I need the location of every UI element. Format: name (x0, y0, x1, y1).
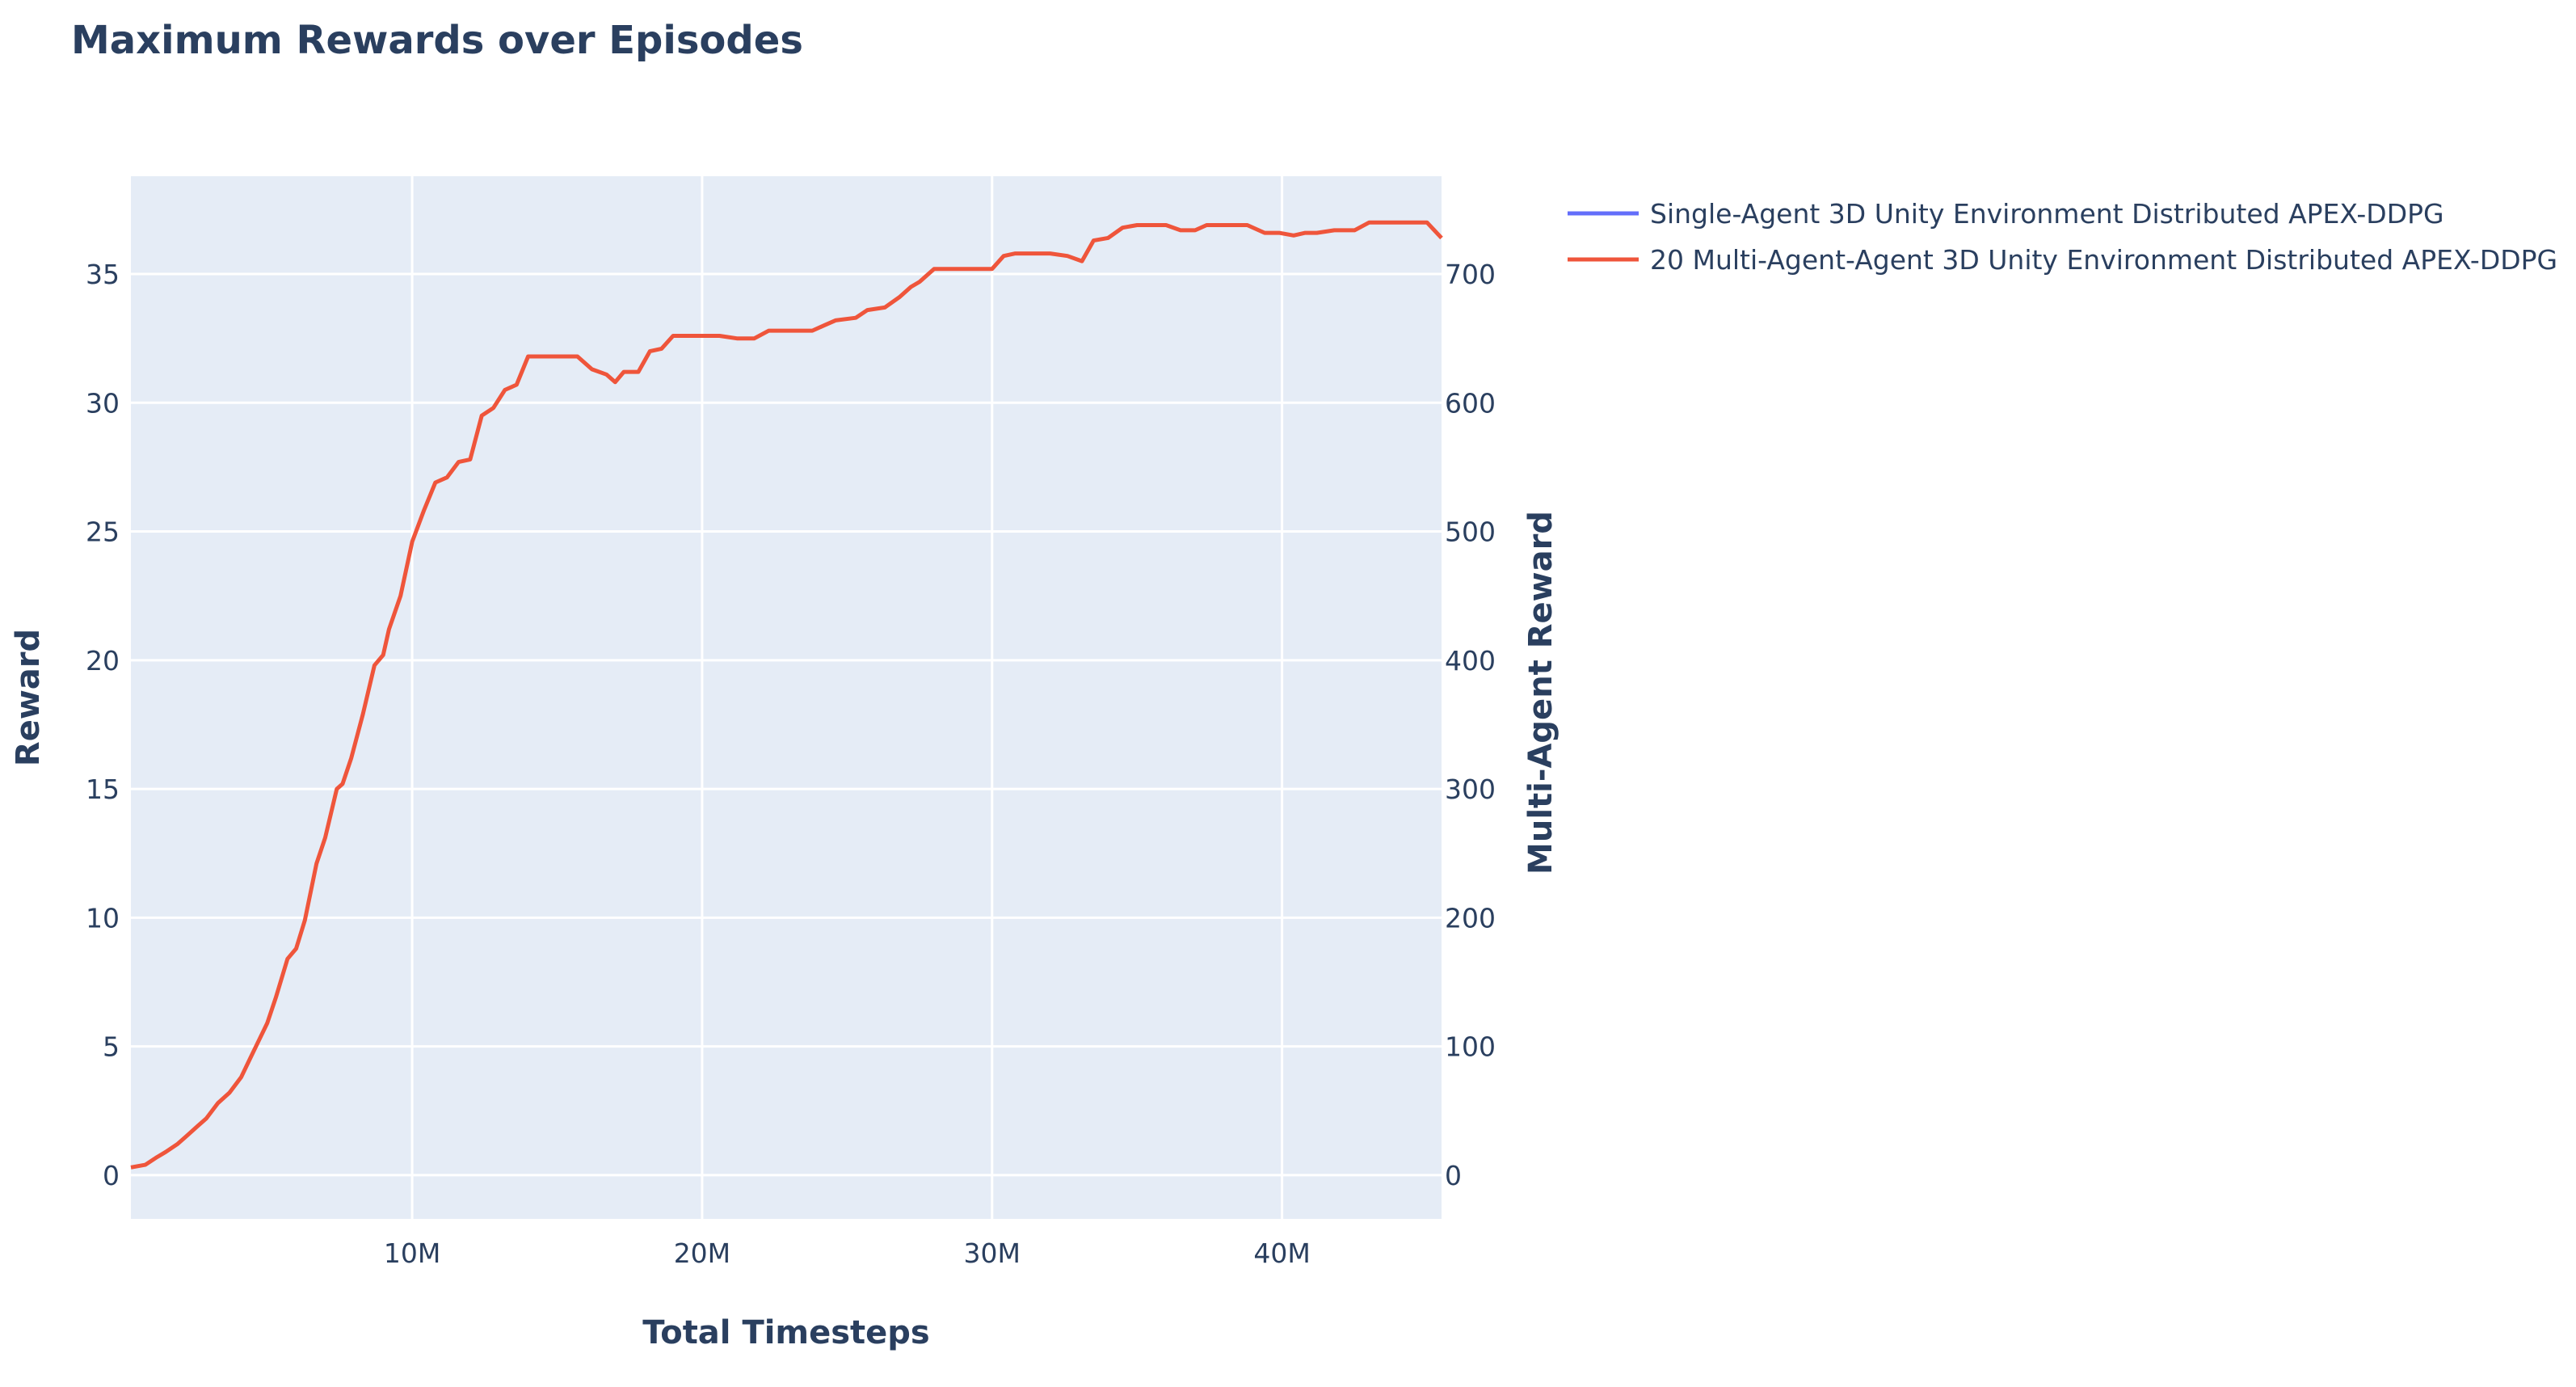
legend-label-1[interactable]: 20 Multi-Agent-Agent 3D Unity Environmen… (1650, 244, 2557, 276)
series-line-1 (130, 220, 1443, 1170)
y2-tick-label: 600 (1445, 387, 1496, 419)
y-tick-label: 0 (103, 1160, 120, 1191)
x-axis-ticks: 10M 20M 30M 40M (384, 1237, 1311, 1269)
series-lines (130, 220, 1443, 1170)
y2-tick-label: 0 (1445, 1160, 1462, 1191)
y-tick-label: 10 (86, 902, 120, 934)
x-tick-label: 30M (964, 1237, 1021, 1269)
y2-axis-title: Multi-Agent Reward (1522, 511, 1559, 875)
plot-area (131, 176, 1442, 1219)
y2-tick-label: 700 (1445, 259, 1496, 290)
x-axis-title: Total Timesteps (642, 1314, 930, 1351)
y-tick-label: 15 (86, 774, 120, 805)
y-axis-title: Reward (10, 629, 47, 766)
y2-tick-label: 400 (1445, 645, 1496, 677)
y-tick-label: 35 (86, 259, 120, 290)
y-tick-label: 20 (86, 645, 120, 677)
legend[interactable]: Single-Agent 3D Unity Environment Distri… (1568, 198, 2557, 276)
legend-label-0[interactable]: Single-Agent 3D Unity Environment Distri… (1650, 198, 2444, 230)
y-axis-ticks: 0 5 10 15 20 25 30 35 (86, 259, 120, 1191)
y-tick-label: 25 (86, 516, 120, 548)
y-tick-label: 5 (103, 1031, 120, 1063)
x-tick-label: 10M (384, 1237, 440, 1269)
y2-axis-ticks: 0 100 200 300 400 500 600 700 (1445, 259, 1496, 1191)
y2-tick-label: 200 (1445, 902, 1496, 934)
chart-title: Maximum Rewards over Episodes (71, 18, 803, 63)
grid-lines (131, 176, 1442, 1219)
y2-tick-label: 500 (1445, 516, 1496, 548)
y2-tick-label: 300 (1445, 774, 1496, 805)
x-tick-label: 20M (674, 1237, 730, 1269)
x-tick-label: 40M (1253, 1237, 1310, 1269)
y-tick-label: 30 (86, 387, 120, 419)
y2-tick-label: 100 (1445, 1031, 1496, 1063)
